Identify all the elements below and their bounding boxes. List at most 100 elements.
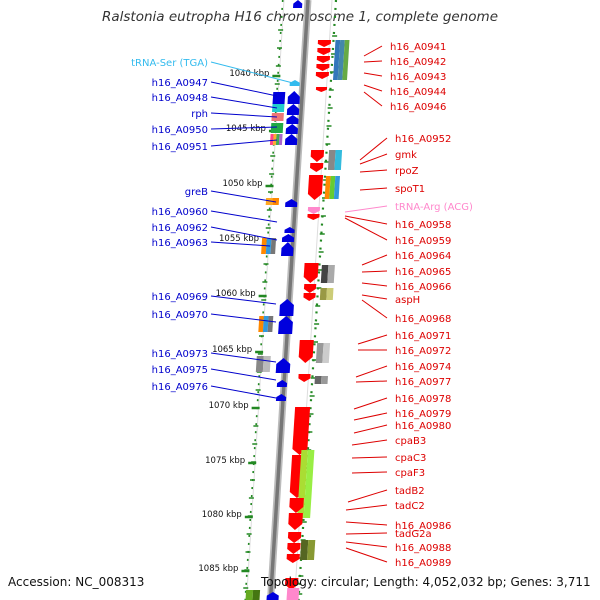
gene-box-colored xyxy=(319,288,327,300)
label-leader-line xyxy=(361,299,388,319)
chromosome-backbone xyxy=(268,0,310,600)
gene-arrow-forward xyxy=(276,380,288,387)
label-leader-line xyxy=(210,385,277,399)
gene-box-colored xyxy=(303,450,315,518)
gene-box-colored xyxy=(272,104,285,112)
gene-label-forward: h16_A0950 xyxy=(152,125,208,136)
label-leader-line xyxy=(361,254,388,266)
label-leader-line xyxy=(363,60,383,63)
label-leader-line xyxy=(210,241,271,247)
gene-arrow-forward xyxy=(284,134,298,145)
label-leader-line xyxy=(210,190,277,203)
gene-arrow-reverse xyxy=(285,578,299,590)
gene-box-colored xyxy=(342,40,350,80)
gene-arrow-forward xyxy=(275,358,291,373)
gene-arrow-forward xyxy=(284,227,295,233)
gene-label-reverse: h16_A0941 xyxy=(390,42,446,53)
label-leader-line xyxy=(353,424,388,434)
gene-label-forward: h16_A0960 xyxy=(152,207,208,218)
gene-box-colored xyxy=(270,123,284,133)
gene-arrow-forward xyxy=(281,234,295,242)
gene-box-colored xyxy=(300,540,309,560)
gene-box-colored xyxy=(333,40,341,80)
accession-text: Accession: NC_008313 xyxy=(8,575,145,589)
gene-label-reverse: h16_A0972 xyxy=(395,346,451,357)
label-leader-line xyxy=(363,91,383,107)
gene-box-colored xyxy=(326,288,334,300)
gene-box-gray xyxy=(315,343,324,363)
gene-arrow-reverse xyxy=(289,498,304,513)
gene-label-reverse: h16_A0979 xyxy=(395,409,451,420)
gene-box-forward xyxy=(272,92,286,104)
genome-summary-text: Topology: circular; Length: 4,052,032 bp… xyxy=(261,575,591,589)
kbp-tick-label: 1050 kbp xyxy=(222,179,262,189)
label-leader-line xyxy=(210,226,278,241)
gene-arrow-reverse xyxy=(287,532,302,543)
gene-label-forward: greB xyxy=(185,187,208,198)
gene-arrow-reverse xyxy=(292,407,311,455)
gene-box-gray xyxy=(327,265,335,283)
gene-arrow-reverse xyxy=(315,72,329,79)
label-leader-line xyxy=(359,169,388,173)
gene-arrow-reverse xyxy=(310,163,324,172)
label-leader-line xyxy=(210,126,278,130)
gene-label-reverse: tadG2a xyxy=(395,529,432,540)
label-leader-line xyxy=(363,84,383,92)
kbp-tick-label: 1060 kbp xyxy=(216,289,256,299)
gene-arrow-reverse xyxy=(298,374,311,382)
label-leader-line xyxy=(359,137,388,161)
map-title: Ralstonia eutropha H16 chromosome 1, com… xyxy=(101,9,499,25)
gene-box-colored xyxy=(271,113,284,121)
label-leader-line xyxy=(345,521,388,526)
gene-box-colored xyxy=(270,238,277,254)
gene-label-reverse: tadC2 xyxy=(395,501,425,512)
gene-box-colored xyxy=(269,134,274,145)
label-leader-line xyxy=(361,282,388,287)
gene-arrow-forward xyxy=(285,199,298,207)
gene-box-colored xyxy=(286,588,300,600)
gene-arrow-forward xyxy=(287,91,300,104)
gene-box-gray xyxy=(322,343,331,363)
gene-label-reverse: rpoZ xyxy=(395,166,419,177)
gene-label-reverse: tadB2 xyxy=(395,486,425,497)
gene-label-reverse: h16_A0974 xyxy=(395,362,451,373)
gene-label-reverse: h16_A0978 xyxy=(395,394,451,405)
gene-label-forward: h16_A0947 xyxy=(152,78,208,89)
gene-arrow-reverse xyxy=(316,64,330,71)
gene-label-reverse: h16_A0943 xyxy=(390,72,446,83)
gene-arrow-reverse xyxy=(310,150,325,162)
label-leader-line xyxy=(351,471,388,474)
gene-label-reverse: h16_A0952 xyxy=(395,134,451,145)
gene-box-colored xyxy=(337,40,345,80)
label-leader-line xyxy=(355,365,388,378)
gene-box-gray xyxy=(321,376,328,384)
label-leader-line xyxy=(345,532,388,535)
label-leader-line xyxy=(353,412,388,421)
gene-label-reverse: h16_A0959 xyxy=(395,236,451,247)
kbp-tick-label: 1070 kbp xyxy=(209,401,249,411)
gene-arrow-forward xyxy=(275,394,287,401)
gene-label-reverse: h16_A0942 xyxy=(390,57,446,68)
gene-label-forward: tRNA-Ser (TGA) xyxy=(131,58,208,69)
gene-arrow-reverse xyxy=(307,175,324,200)
gene-arrow-forward xyxy=(281,242,294,256)
gene-arrow-forward xyxy=(279,299,294,316)
gene-arrow-reverse xyxy=(303,293,316,301)
label-leader-line xyxy=(357,334,388,345)
gene-arrow-reverse xyxy=(303,263,319,283)
gene-arrow-reverse xyxy=(317,40,331,47)
gene-box-colored xyxy=(265,198,273,205)
gene-label-forward: h16_A0963 xyxy=(152,238,208,249)
label-leader-line xyxy=(210,352,277,363)
label-leader-line xyxy=(210,313,277,323)
gene-label-reverse: tRNA-Arg (ACG) xyxy=(395,202,473,213)
gene-label-forward: h16_A0969 xyxy=(152,292,208,303)
label-leader-line xyxy=(351,439,388,446)
gene-label-forward: h16_A0973 xyxy=(152,349,208,360)
gene-label-reverse: cpaC3 xyxy=(395,453,426,464)
label-leader-line xyxy=(210,295,277,305)
gene-arrow-reverse xyxy=(298,340,314,363)
gene-label-reverse: h16_A0958 xyxy=(395,220,451,231)
label-leader-line xyxy=(210,368,277,381)
